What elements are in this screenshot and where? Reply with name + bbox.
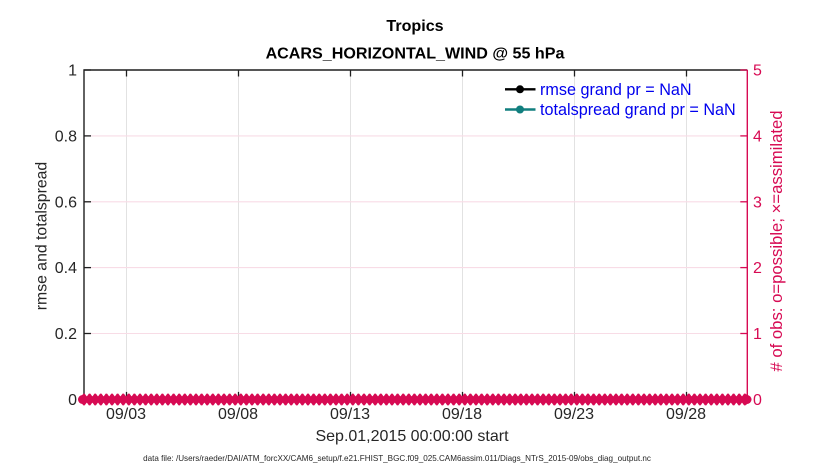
svg-text:1: 1 — [753, 326, 762, 343]
svg-text:4: 4 — [753, 129, 762, 146]
svg-text:0.6: 0.6 — [55, 194, 77, 211]
svg-text:1: 1 — [68, 63, 77, 80]
svg-text:0.4: 0.4 — [55, 260, 77, 277]
svg-text:09/13: 09/13 — [330, 406, 370, 423]
svg-text:# of obs: o=possible; ×=assimi: # of obs: o=possible; ×=assimilated — [767, 110, 786, 371]
svg-text:09/03: 09/03 — [106, 406, 146, 423]
svg-text:09/18: 09/18 — [442, 406, 482, 423]
svg-text:0: 0 — [68, 392, 77, 409]
svg-text:ACARS_HORIZONTAL_WIND @ 55 hPa: ACARS_HORIZONTAL_WIND @ 55 hPa — [266, 45, 566, 63]
svg-text:09/08: 09/08 — [218, 406, 258, 423]
svg-text:09/28: 09/28 — [666, 406, 706, 423]
svg-text:rmse grand pr = NaN: rmse grand pr = NaN — [540, 81, 692, 99]
svg-text:0.2: 0.2 — [55, 326, 77, 343]
svg-text:0: 0 — [753, 392, 762, 409]
svg-text:data file: /Users/raeder/DAI/A: data file: /Users/raeder/DAI/ATM_forcXX/… — [143, 454, 651, 463]
svg-text:Sep.01,2015 00:00:00 start: Sep.01,2015 00:00:00 start — [315, 428, 509, 445]
svg-text:2: 2 — [753, 260, 762, 277]
svg-text:rmse and totalspread: rmse and totalspread — [34, 162, 51, 310]
svg-text:09/23: 09/23 — [554, 406, 594, 423]
svg-text:0.8: 0.8 — [55, 129, 77, 146]
svg-text:Tropics: Tropics — [386, 17, 443, 35]
svg-text:5: 5 — [753, 63, 762, 80]
svg-text:3: 3 — [753, 194, 762, 211]
svg-text:totalspread grand pr = NaN: totalspread grand pr = NaN — [540, 101, 736, 119]
